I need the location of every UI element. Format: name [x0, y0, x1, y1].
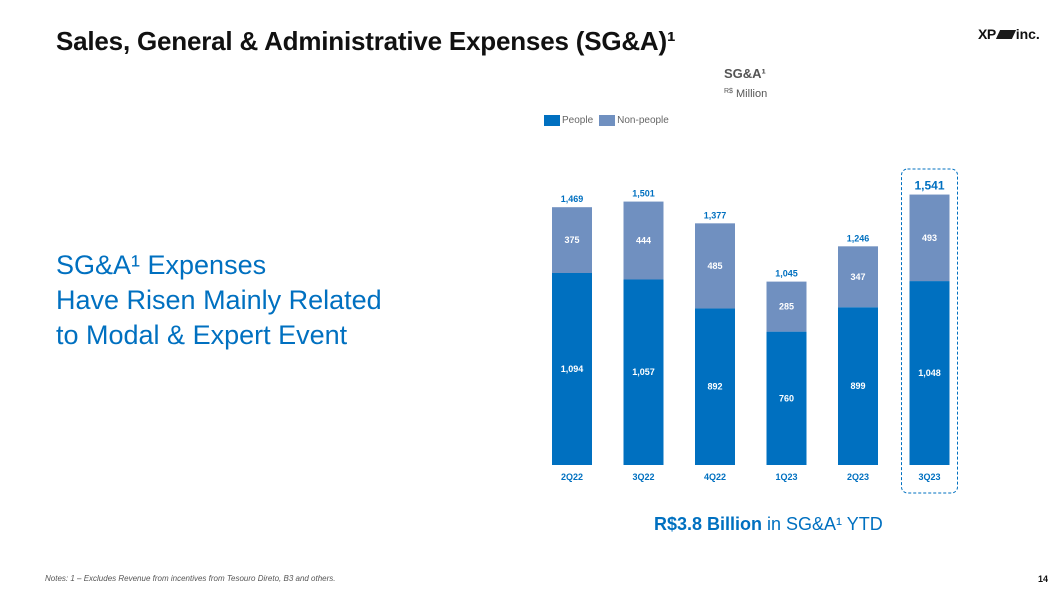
- page-number: 14: [1038, 574, 1049, 584]
- chart-unit-label: Million: [736, 88, 768, 100]
- data-label-non-people-4Q22: 485: [707, 261, 722, 271]
- headline-line-1: SG&A¹ Expenses: [56, 250, 267, 280]
- bar-non-people-3Q22: [623, 201, 664, 280]
- legend-swatch-people: [544, 115, 560, 126]
- logo-inc-text: inc.: [1015, 26, 1040, 42]
- bar-people-3Q23: [909, 281, 950, 465]
- bar-non-people-2Q23: [838, 246, 878, 308]
- data-label-people-3Q22: 1,057: [632, 367, 655, 377]
- bar-people-2Q23: [838, 307, 878, 465]
- highlight-box-3Q23: [901, 168, 958, 494]
- chart-title: SG&A¹: [724, 66, 766, 81]
- ytd-summary: R$3.8 Billion in SG&A¹ YTD: [654, 514, 883, 535]
- x-tick-2Q23: 2Q23: [847, 472, 869, 482]
- bar-non-people-3Q23: [909, 194, 950, 282]
- data-label-people-2Q22: 1,094: [561, 364, 584, 374]
- x-tick-4Q22: 4Q22: [704, 472, 726, 482]
- legend-swatch-non-people: [599, 115, 616, 126]
- data-label-people-2Q23: 899: [850, 381, 865, 391]
- xp-inc-logo: XP inc.: [978, 26, 1040, 42]
- headline-line-2: Have Risen Mainly Related: [56, 285, 382, 315]
- bar-non-people-2Q22: [552, 207, 592, 274]
- x-tick-1Q23: 1Q23: [775, 472, 797, 482]
- legend-item-non-people: Non-people: [599, 115, 669, 126]
- data-label-people-3Q23: 1,048: [918, 368, 941, 378]
- bar-non-people-4Q22: [695, 223, 735, 309]
- data-label-people-4Q22: 892: [707, 382, 722, 392]
- x-tick-2Q22: 2Q22: [561, 472, 583, 482]
- total-label-3Q22: 1,501: [632, 189, 655, 199]
- total-label-2Q22: 1,469: [561, 194, 584, 204]
- headline: SG&A¹ Expenses Have Risen Mainly Related…: [56, 248, 382, 353]
- bar-people-1Q23: [766, 331, 807, 465]
- logo-xp-text: XP: [978, 26, 996, 42]
- data-label-non-people-3Q22: 444: [636, 236, 651, 246]
- data-label-non-people-2Q23: 347: [850, 272, 865, 282]
- data-label-non-people-3Q23: 493: [922, 233, 937, 243]
- bar-non-people-1Q23: [766, 281, 807, 332]
- total-label-3Q23: 1,541: [914, 179, 944, 193]
- x-tick-3Q23: 3Q23: [918, 472, 940, 482]
- footnote: Notes: 1 – Excludes Revenue from incenti…: [45, 574, 336, 583]
- ytd-text: in SG&A¹ YTD: [762, 514, 883, 534]
- page-title: Sales, General & Administrative Expenses…: [56, 26, 676, 56]
- legend-label-people: People: [562, 115, 594, 126]
- bar-people-2Q22: [552, 273, 592, 465]
- chart-unit-currency: R$: [724, 88, 733, 95]
- total-label-2Q23: 1,246: [847, 233, 870, 243]
- data-label-non-people-2Q22: 375: [564, 235, 579, 245]
- total-label-4Q22: 1,377: [704, 210, 727, 220]
- headline-line-3: to Modal & Expert Event: [56, 320, 348, 350]
- total-label-1Q23: 1,045: [775, 269, 798, 279]
- chart-unit: R$ Million: [724, 88, 767, 100]
- x-tick-3Q22: 3Q22: [632, 472, 654, 482]
- legend-item-people: People: [544, 115, 593, 126]
- bar-people-3Q22: [623, 279, 664, 465]
- chart-legend: People Non-people: [544, 115, 671, 126]
- bar-people-4Q22: [695, 308, 735, 465]
- ytd-amount: R$3.8 Billion: [654, 514, 763, 534]
- data-label-non-people-1Q23: 285: [779, 302, 794, 312]
- data-label-people-1Q23: 760: [779, 393, 794, 403]
- legend-label-non-people: Non-people: [617, 115, 669, 126]
